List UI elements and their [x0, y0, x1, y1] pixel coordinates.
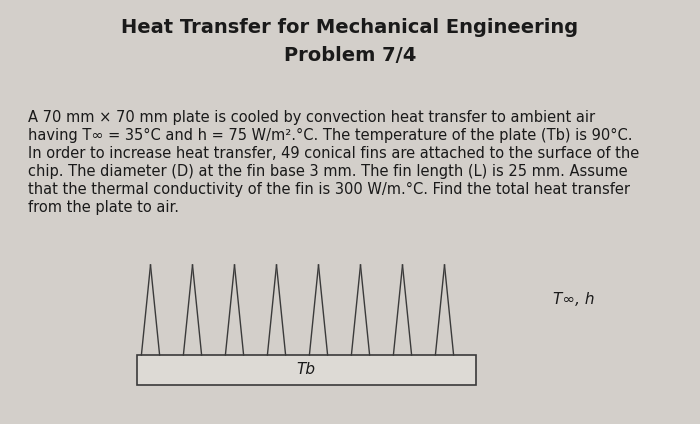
Text: In order to increase heat transfer, 49 conical fins are attached to the surface : In order to increase heat transfer, 49 c…	[28, 146, 639, 161]
Bar	[136, 355, 476, 385]
Text: having T∞ = 35°C and h = 75 W/m².°C. The temperature of the plate (Tb) is 90°C.: having T∞ = 35°C and h = 75 W/m².°C. The…	[28, 128, 633, 143]
Text: Problem 7/4: Problem 7/4	[284, 46, 416, 65]
Text: Tb: Tb	[297, 363, 316, 377]
Text: from the plate to air.: from the plate to air.	[28, 200, 179, 215]
Text: that the thermal conductivity of the fin is 300 W/m.°C. Find the total heat tran: that the thermal conductivity of the fin…	[28, 182, 630, 197]
Text: Heat Transfer for Mechanical Engineering: Heat Transfer for Mechanical Engineering	[121, 18, 579, 37]
Text: chip. The diameter (D) at the fin base 3 mm. The fin length (L) is 25 mm. Assume: chip. The diameter (D) at the fin base 3…	[28, 164, 628, 179]
Text: T∞, h: T∞, h	[553, 293, 594, 307]
Text: A 70 mm × 70 mm plate is cooled by convection heat transfer to ambient air: A 70 mm × 70 mm plate is cooled by conve…	[28, 110, 595, 125]
